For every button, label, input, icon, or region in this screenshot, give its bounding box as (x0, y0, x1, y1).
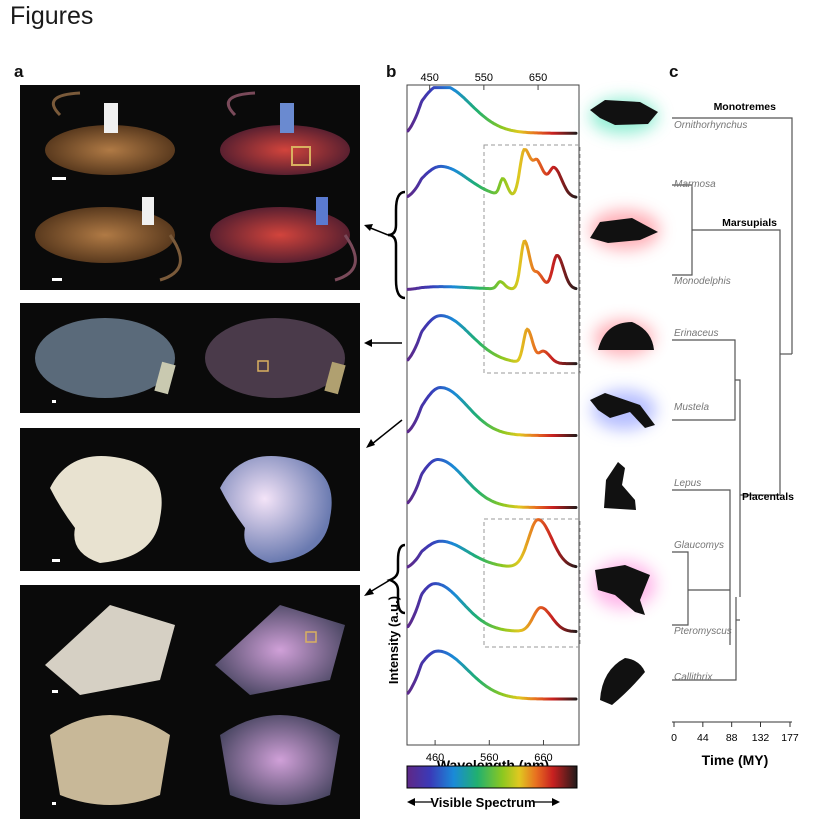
x-bottom-tick-560: 560 (480, 752, 498, 764)
panel-a-label: a (14, 62, 24, 81)
panel-b-label: b (386, 62, 397, 81)
spectrum-line-2 (406, 148, 578, 199)
visible-spectrum-label: Visible Spectrum (430, 795, 535, 810)
spectrum-line-9 (406, 649, 578, 701)
photo-hedgehog (20, 303, 360, 413)
x-bottom-tick-660: 660 (534, 752, 552, 764)
taxon-callithrix: Callithrix (674, 672, 713, 683)
photo-glaucomys (20, 585, 360, 819)
spectrum-line-5 (406, 385, 578, 437)
connector-arrows (364, 190, 406, 615)
mustela-icon (590, 393, 655, 428)
photo-opossum (20, 85, 360, 290)
spectrum-line-4 (406, 314, 578, 366)
photo-mustela (20, 428, 360, 571)
taxon-marmosa: Marmosa (674, 179, 716, 190)
panel-c-label: c (669, 62, 679, 81)
taxon-erinaceus: Erinaceus (674, 328, 718, 339)
time-tick-177: 177 (781, 732, 799, 744)
visible-spectrum-arrow: Visible Spectrum (407, 795, 560, 810)
spectrum-line-3 (406, 239, 578, 291)
x-bottom-tick-460: 460 (426, 752, 444, 764)
flying-squirrel-icon (595, 565, 650, 615)
spectrum-line-6 (406, 458, 578, 509)
x-top-tick-450: 450 (420, 72, 438, 84)
clade-monotremes: Monotremes (714, 101, 777, 113)
spectrum-line-7 (406, 518, 578, 569)
clade-placentals: Placentals (742, 491, 794, 503)
spectrum-line-1 (406, 86, 578, 135)
visible-spectrum-bar (406, 765, 578, 789)
time-tick-88: 88 (726, 732, 738, 744)
figures-heading: Figures (10, 2, 94, 30)
marmoset-icon (600, 658, 645, 705)
opossum-icon (590, 218, 658, 243)
clade-marsupials: Marsupials (722, 217, 777, 229)
taxon-lepus: Lepus (674, 478, 701, 489)
platypus-icon (590, 100, 658, 125)
spectrum-line-8 (406, 582, 578, 633)
x-top-tick-550: 550 (475, 72, 493, 84)
taxon-mustela: Mustela (674, 402, 709, 413)
hare-icon (604, 462, 636, 510)
x-top-tick-650: 650 (529, 72, 547, 84)
time-axis-label: Time (MY) (702, 752, 769, 768)
time-tick-44: 44 (697, 732, 709, 744)
taxon-glaucomys: Glaucomys (674, 540, 724, 551)
animal-silhouettes (590, 98, 660, 705)
hedgehog-icon (598, 322, 654, 350)
spectra-frame (406, 84, 581, 746)
taxon-ornithorhynchus: Ornithorhynchus (674, 120, 747, 131)
time-tick-0: 0 (671, 732, 677, 744)
y-axis-label: Intensity (a.u.) (386, 596, 401, 684)
time-tick-132: 132 (752, 732, 770, 744)
taxon-pteromyscus: Pteromyscus (674, 626, 732, 637)
taxon-monodelphis: Monodelphis (674, 276, 731, 287)
